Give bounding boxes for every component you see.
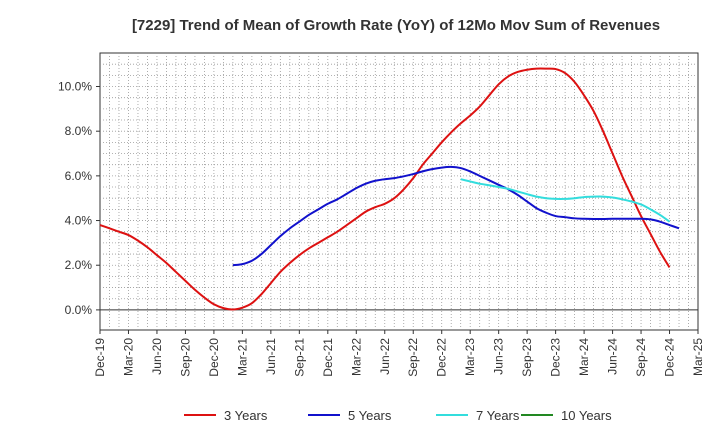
y-tick-label: 8.0%: [65, 124, 93, 138]
series-line-3-years: [99, 67, 671, 311]
x-tick-label: Sep-22: [406, 338, 420, 377]
legend-label: 5 Years: [348, 408, 392, 423]
x-tick-label: Sep-21: [292, 338, 306, 377]
x-tick-label: Mar-23: [463, 338, 477, 376]
y-axis-ticks: 0.0% 2.0% 4.0% 6.0% 8.0% 10.0%: [58, 80, 100, 317]
y-tick-label: 4.0%: [65, 214, 93, 228]
x-tick-label: Jun-20: [150, 338, 164, 375]
x-tick-label: Mar-21: [235, 338, 249, 376]
legend-label: 7 Years: [476, 408, 520, 423]
chart-title: [7229] Trend of Mean of Growth Rate (YoY…: [132, 17, 660, 34]
y-tick-label: 2.0%: [65, 258, 93, 272]
x-tick-label: Mar-20: [121, 338, 135, 376]
series-lines: [99, 67, 680, 311]
y-tick-label: 10.0%: [58, 80, 92, 94]
x-tick-label: Dec-23: [549, 338, 563, 377]
x-tick-label: Dec-19: [93, 338, 107, 377]
grid: [100, 53, 698, 330]
x-tick-label: Sep-23: [520, 338, 534, 377]
x-tick-label: Jun-22: [378, 338, 392, 375]
legend-label: 3 Years: [224, 408, 268, 423]
x-axis-ticks: Dec-19 Mar-20 Jun-20 Sep-20 Dec-20 Mar-21 Jun-…: [93, 330, 705, 377]
x-tick-label: Dec-21: [321, 338, 335, 377]
x-tick-label: Dec-22: [435, 338, 449, 377]
x-tick-label: Jun-23: [492, 338, 506, 375]
plot-area: [99, 52, 699, 331]
y-tick-label: 6.0%: [65, 169, 93, 183]
x-tick-label: Jun-21: [264, 338, 278, 375]
series-line-5-years: [232, 165, 680, 267]
x-tick-label: Mar-22: [349, 338, 363, 376]
x-tick-label: Mar-24: [577, 338, 591, 376]
series-line-7-years: [460, 178, 671, 223]
x-tick-label: Mar-25: [691, 338, 705, 376]
legend-label: 10 Years: [561, 408, 612, 423]
x-tick-label: Dec-24: [663, 338, 677, 377]
x-tick-label: Jun-24: [606, 338, 620, 375]
x-tick-label: Sep-24: [634, 338, 648, 377]
y-tick-label: 0.0%: [65, 303, 93, 317]
legend: 3 Years 5 Years 7 Years 10 Years: [184, 408, 612, 423]
x-tick-label: Dec-20: [207, 338, 221, 377]
x-tick-label: Sep-20: [178, 338, 192, 377]
